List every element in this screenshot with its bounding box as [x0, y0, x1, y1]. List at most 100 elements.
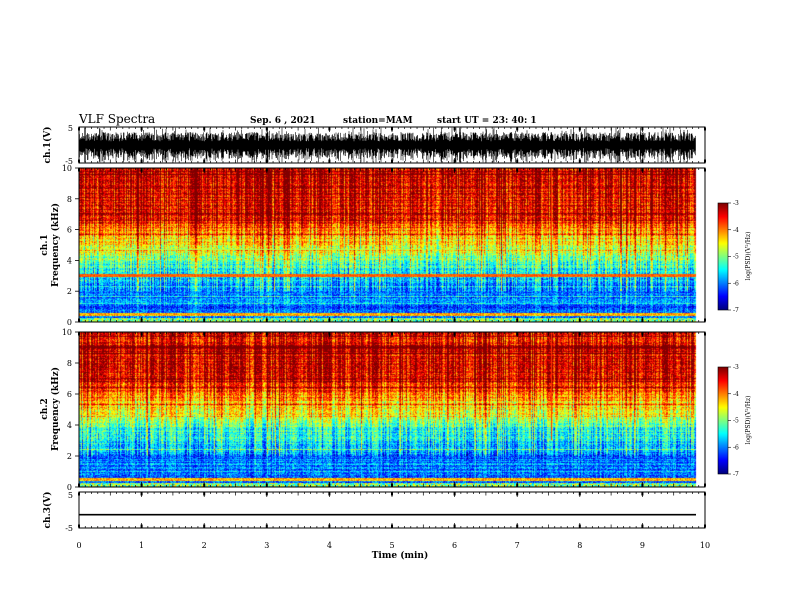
- ch1-waveform-path: [78, 127, 696, 163]
- ch1-colorbar-tick-label: -6: [733, 280, 739, 287]
- time-major-marker: [78, 127, 80, 131]
- time-major-marker: [578, 159, 581, 163]
- time-tick-label: 0: [76, 541, 81, 550]
- time-major-marker: [516, 524, 519, 528]
- time-major-marker: [391, 127, 393, 131]
- time-tick-label: 2: [202, 541, 207, 550]
- ch1-spectrogram-panel: 0 2 4 6 8 10 ch.1 Frequency (kHz): [40, 164, 706, 327]
- ch2-colorbar-tick-label: -4: [733, 391, 739, 398]
- ch3-ytick-bottom: -5: [65, 524, 73, 533]
- time-major-marker: [140, 492, 143, 496]
- time-major-marker: [391, 492, 393, 496]
- ch2-spectrogram-ytick-label: 10: [62, 328, 72, 337]
- time-major-marker: [328, 524, 331, 528]
- ch1-waveform-trace: [78, 127, 696, 163]
- time-major-marker: [78, 318, 80, 322]
- ch2-colorbar-tick-label: -7: [733, 471, 739, 478]
- time-major-marker: [140, 524, 143, 528]
- time-major-marker: [265, 127, 268, 131]
- time-major-marker: [265, 332, 268, 336]
- time-major-marker: [641, 332, 644, 336]
- ch1-spectrogram-ytick-label: 10: [62, 164, 72, 173]
- time-major-marker: [203, 318, 206, 322]
- time-major-marker: [328, 168, 331, 172]
- ch2-colorbar-label: log(PSD)(V²/Hz): [745, 396, 752, 445]
- ch2-spectrogram-ytick-label: 4: [67, 421, 72, 430]
- time-tick-label: 6: [452, 541, 457, 550]
- time-major-marker: [641, 318, 644, 322]
- ch1-spectrogram-channel-label: ch.1: [40, 234, 50, 255]
- ch3-waveform-ylabel: ch.3(V): [42, 492, 53, 529]
- time-major-marker: [578, 332, 581, 336]
- station-label: station=MAM: [343, 116, 413, 126]
- time-major-marker: [203, 483, 206, 487]
- ch2-spectrogram-ylabel: Frequency (kHz): [50, 367, 61, 451]
- time-major-marker: [704, 159, 706, 163]
- time-major-marker: [203, 332, 206, 336]
- time-major-marker: [140, 127, 143, 131]
- ch2-spectrogram-ytick-label: 2: [67, 452, 72, 461]
- time-major-marker: [265, 524, 268, 528]
- ch2-colorbar-tick-label: -5: [733, 418, 739, 425]
- ch1-spectrogram-ytick-label: 4: [67, 256, 72, 265]
- ch1-colorbar-tick-label: -4: [733, 227, 739, 234]
- time-major-marker: [641, 168, 644, 172]
- time-major-marker: [78, 159, 80, 163]
- time-major-marker: [140, 483, 143, 487]
- time-major-marker: [391, 168, 393, 172]
- time-major-marker: [391, 159, 393, 163]
- time-major-marker: [78, 168, 80, 172]
- time-major-marker: [704, 127, 706, 131]
- time-major-marker: [265, 483, 268, 487]
- figure-title: VLF Spectra: [78, 112, 155, 126]
- ch1-ytick-top: 5: [68, 124, 73, 133]
- time-major-marker: [140, 159, 143, 163]
- ch1-waveform-ylabel: ch.1(V): [42, 127, 53, 164]
- ch1-colorbar-tick-label: -5: [733, 254, 739, 261]
- time-axis-label: Time (min): [372, 550, 429, 561]
- ch2-colorbar-tick-label: -3: [733, 364, 739, 371]
- ch2-colorbar: -3 -4 -5 -6 -7 log(PSD)(V²/Hz): [717, 364, 752, 478]
- time-major-marker: [578, 492, 581, 496]
- time-major-marker: [453, 127, 456, 131]
- time-major-marker: [704, 524, 706, 528]
- ch2-spectrogram-channel-label: ch.2: [40, 398, 50, 419]
- ch2-spectrogram-ytick-label: 6: [67, 390, 72, 399]
- time-major-marker: [391, 318, 393, 322]
- time-major-marker: [140, 332, 143, 336]
- time-major-marker: [578, 127, 581, 131]
- time-major-marker: [641, 483, 644, 487]
- time-major-marker: [516, 332, 519, 336]
- time-major-marker: [578, 318, 581, 322]
- time-major-marker: [704, 168, 706, 172]
- time-major-marker: [516, 168, 519, 172]
- time-major-marker: [578, 524, 581, 528]
- time-tick-label: 9: [640, 541, 645, 550]
- time-tick-label: 1: [139, 541, 144, 550]
- date-label: Sep. 6 , 2021: [250, 116, 316, 126]
- time-major-marker: [391, 483, 393, 487]
- time-major-marker: [453, 168, 456, 172]
- time-major-marker: [516, 492, 519, 496]
- time-major-marker: [453, 492, 456, 496]
- time-tick-label: 4: [327, 541, 332, 550]
- time-major-marker: [641, 492, 644, 496]
- time-major-marker: [203, 159, 206, 163]
- time-major-marker: [641, 127, 644, 131]
- time-major-marker: [328, 127, 331, 131]
- time-major-marker: [516, 483, 519, 487]
- time-major-marker: [704, 492, 706, 496]
- ch1-spectrogram-ytick-label: 0: [67, 318, 72, 327]
- time-major-marker: [78, 524, 80, 528]
- ch1-colorbar-tick-label: -3: [733, 200, 739, 207]
- time-major-marker: [453, 332, 456, 336]
- time-major-marker: [704, 332, 706, 336]
- time-major-marker: [140, 168, 143, 172]
- time-major-marker: [641, 524, 644, 528]
- time-major-marker: [328, 332, 331, 336]
- ch3-ytick-top: 5: [68, 491, 73, 500]
- time-axis-tick-labels: 0 1 2 3 4 5 6 7 8 9 10: [76, 541, 710, 550]
- time-major-marker: [140, 318, 143, 322]
- time-major-marker: [265, 159, 268, 163]
